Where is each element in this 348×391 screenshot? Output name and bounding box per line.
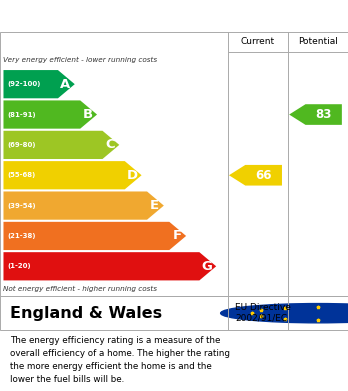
Text: (81-91): (81-91) <box>8 111 36 118</box>
Polygon shape <box>3 192 164 220</box>
Text: B: B <box>83 108 93 121</box>
Text: Potential: Potential <box>298 38 338 47</box>
Circle shape <box>221 303 348 323</box>
Text: (69-80): (69-80) <box>8 142 36 148</box>
Text: G: G <box>201 260 212 273</box>
Text: (39-54): (39-54) <box>8 203 36 208</box>
Text: England & Wales: England & Wales <box>10 306 163 321</box>
Text: D: D <box>127 169 138 182</box>
Text: EU Directive
2002/91/EC: EU Directive 2002/91/EC <box>235 303 291 323</box>
Text: (21-38): (21-38) <box>8 233 36 239</box>
Text: C: C <box>105 138 115 151</box>
Polygon shape <box>229 165 282 186</box>
Text: 83: 83 <box>316 108 332 121</box>
Polygon shape <box>3 222 186 250</box>
Text: F: F <box>172 230 181 242</box>
Polygon shape <box>3 100 97 129</box>
Text: Energy Efficiency Rating: Energy Efficiency Rating <box>10 9 213 23</box>
Text: Current: Current <box>241 38 275 47</box>
Text: A: A <box>61 78 71 91</box>
Polygon shape <box>3 252 216 280</box>
Text: E: E <box>150 199 159 212</box>
Polygon shape <box>3 70 75 98</box>
Text: (1-20): (1-20) <box>8 263 31 269</box>
Polygon shape <box>289 104 342 125</box>
Text: 66: 66 <box>255 169 272 182</box>
Text: Very energy efficient - lower running costs: Very energy efficient - lower running co… <box>3 57 158 63</box>
Text: Not energy efficient - higher running costs: Not energy efficient - higher running co… <box>3 286 158 292</box>
Text: The energy efficiency rating is a measure of the
overall efficiency of a home. T: The energy efficiency rating is a measur… <box>10 336 230 384</box>
Text: (55-68): (55-68) <box>8 172 36 178</box>
Text: (92-100): (92-100) <box>8 81 41 87</box>
Polygon shape <box>3 131 119 159</box>
Polygon shape <box>3 161 142 189</box>
